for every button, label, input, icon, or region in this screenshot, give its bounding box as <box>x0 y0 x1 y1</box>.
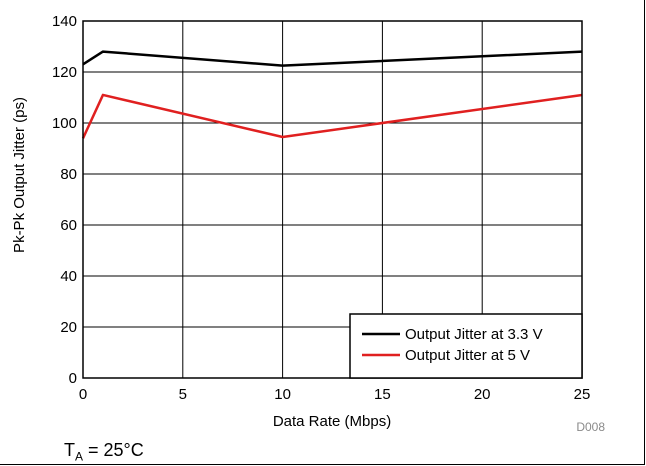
x-tick-label: 0 <box>79 386 87 403</box>
condition-symbol: T <box>64 440 75 460</box>
series-lines <box>81 50 583 139</box>
legend-box <box>349 313 583 379</box>
x-tick-label: 15 <box>374 386 391 403</box>
y-tick-label: 100 <box>52 115 77 132</box>
y-tick-label: 0 <box>69 370 77 387</box>
tick-labels: 0 5 10 15 20 25 0 20 40 60 80 100 120 140 <box>52 13 590 403</box>
plot-area-border <box>82 20 583 379</box>
legend-label-3v3: Output Jitter at 3.3 V <box>405 326 543 343</box>
x-tick-label: 10 <box>274 386 291 403</box>
y-tick-label: 120 <box>52 64 77 81</box>
series-line-3v3 <box>82 50 583 67</box>
x-tick-label: 25 <box>574 386 591 403</box>
y-tick-label: 140 <box>52 13 77 30</box>
x-axis-title: Data Rate (Mbps) <box>273 413 391 430</box>
legend-label-5v: Output Jitter at 5 V <box>405 347 530 364</box>
y-axis-title: Pk-Pk Output Jitter (ps) <box>11 97 28 253</box>
series-line-5v <box>81 93 583 139</box>
y-tick-label: 60 <box>60 217 77 234</box>
condition-text: = 25°C <box>83 440 144 460</box>
condition-subscript: A <box>75 449 84 464</box>
y-tick-label: 80 <box>60 166 77 183</box>
condition-note: TA = 25°C <box>64 440 144 464</box>
y-tick-label: 20 <box>60 319 77 336</box>
legend: Output Jitter at 3.3 V Output Jitter at … <box>349 313 583 379</box>
x-tick-label: 5 <box>179 386 187 403</box>
figure-code: D008 <box>576 420 605 434</box>
y-tick-label: 40 <box>60 268 77 285</box>
x-tick-label: 20 <box>474 386 491 403</box>
